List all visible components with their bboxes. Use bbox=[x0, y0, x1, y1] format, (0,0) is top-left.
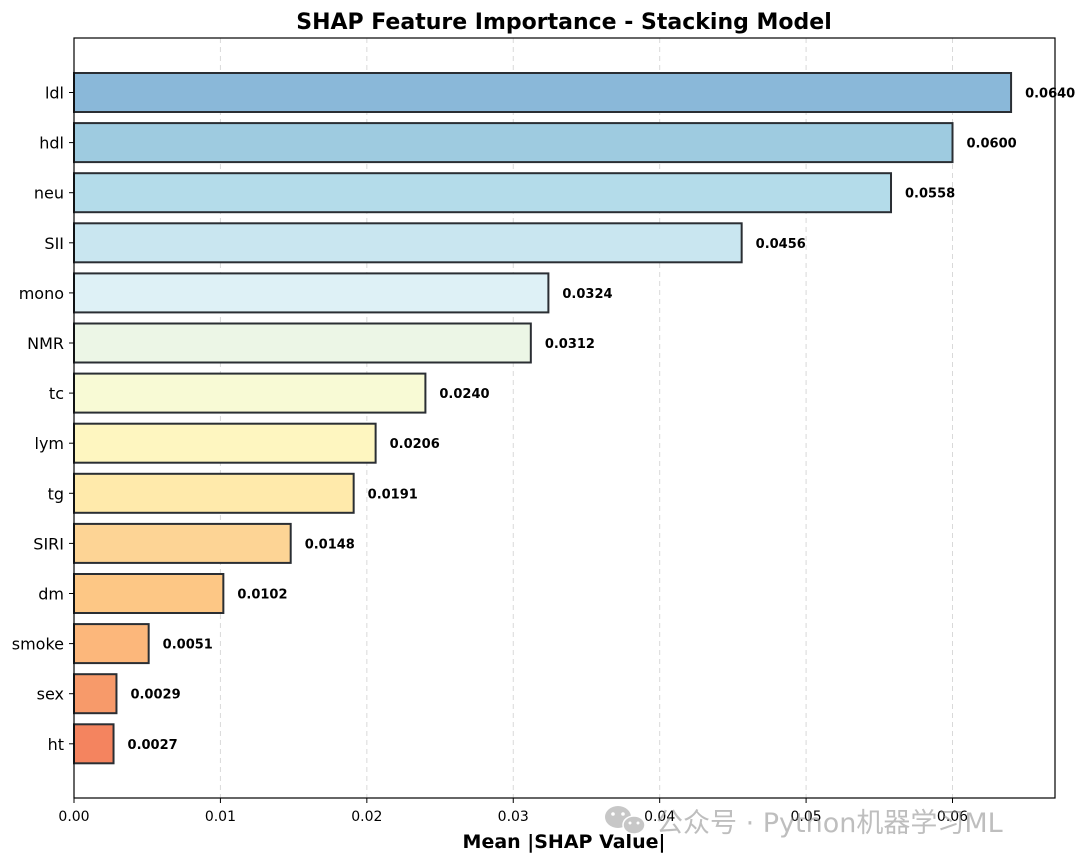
value-label-sex: 0.0029 bbox=[130, 688, 180, 703]
y-tick-labels: ldl hdl neu SII mono NMR tc lym tg SIRI dm smoke sex… bbox=[12, 84, 74, 754]
bar-hdl bbox=[73, 122, 954, 164]
bar-neu bbox=[73, 172, 893, 214]
y-tick-label-SIRI: SIRI bbox=[33, 534, 64, 553]
bar-SIRI bbox=[73, 522, 292, 564]
x-tick-label: 0.02 bbox=[351, 809, 382, 825]
value-label-ht: 0.0027 bbox=[128, 738, 178, 753]
x-axis-label: Mean |SHAP Value| bbox=[463, 831, 666, 853]
bar-tc bbox=[73, 372, 427, 414]
y-tick-label-ht: ht bbox=[48, 735, 64, 754]
x-tick-label: 0.05 bbox=[791, 809, 822, 825]
bar-smoke bbox=[73, 623, 150, 665]
y-tick-label-SII: SII bbox=[44, 234, 64, 253]
bar-SII bbox=[73, 222, 743, 264]
value-label-dm: 0.0102 bbox=[237, 588, 287, 603]
bars bbox=[73, 72, 1013, 765]
watermark: 公众号 · Python机器学习ML bbox=[605, 806, 1003, 839]
value-label-lym: 0.0206 bbox=[390, 437, 440, 452]
x-tick-label: 0.06 bbox=[937, 809, 968, 825]
y-tick-label-tc: tc bbox=[49, 384, 64, 403]
x-tick-label: 0.04 bbox=[644, 809, 675, 825]
value-label-neu: 0.0558 bbox=[905, 187, 955, 202]
y-tick-label-ldl: ldl bbox=[45, 84, 64, 103]
y-tick-label-lym: lym bbox=[35, 434, 65, 453]
value-label-SII: 0.0456 bbox=[756, 237, 806, 252]
bar-ht bbox=[73, 723, 115, 765]
value-label-NMR: 0.0312 bbox=[545, 337, 595, 352]
bar-sex bbox=[73, 673, 118, 715]
value-label-tc: 0.0240 bbox=[439, 387, 489, 402]
x-tick-label: 0.00 bbox=[58, 809, 89, 825]
bar-ldl bbox=[73, 72, 1013, 113]
value-label-ldl: 0.0640 bbox=[1025, 87, 1075, 102]
y-tick-label-dm: dm bbox=[38, 585, 64, 604]
y-tick-label-sex: sex bbox=[37, 685, 64, 704]
grid-lines bbox=[219, 38, 954, 798]
y-tick-label-smoke: smoke bbox=[12, 635, 64, 654]
y-tick-label-NMR: NMR bbox=[27, 334, 64, 353]
plot-frame bbox=[73, 37, 1056, 799]
watermark-text: 公众号 · Python机器学习ML bbox=[656, 808, 1003, 839]
bar-lym bbox=[73, 422, 377, 464]
bar-NMR bbox=[73, 322, 532, 364]
bar-dm bbox=[73, 573, 225, 614]
x-tick-label: 0.01 bbox=[205, 809, 236, 825]
x-tick-labels: 0.00 0.01 0.02 0.03 0.04 0.05 0.06 bbox=[58, 798, 968, 825]
x-tick-label: 0.03 bbox=[498, 809, 529, 825]
y-tick-label-mono: mono bbox=[19, 284, 64, 303]
y-tick-label-tg: tg bbox=[48, 484, 64, 503]
value-labels: 0.0640 0.0600 0.0558 0.0456 0.0324 0.0312 0.02… bbox=[128, 87, 1076, 753]
y-tick-label-hdl: hdl bbox=[39, 134, 64, 153]
bar-mono bbox=[73, 272, 550, 314]
value-label-tg: 0.0191 bbox=[368, 487, 418, 502]
chart-title: SHAP Feature Importance - Stacking Model bbox=[296, 10, 832, 35]
value-label-SIRI: 0.0148 bbox=[305, 537, 355, 552]
value-label-hdl: 0.0600 bbox=[967, 137, 1017, 152]
value-label-smoke: 0.0051 bbox=[163, 638, 213, 653]
value-label-mono: 0.0324 bbox=[562, 287, 612, 302]
wechat-icon bbox=[605, 806, 646, 835]
y-tick-label-neu: neu bbox=[34, 184, 64, 203]
bar-tg bbox=[73, 472, 355, 514]
